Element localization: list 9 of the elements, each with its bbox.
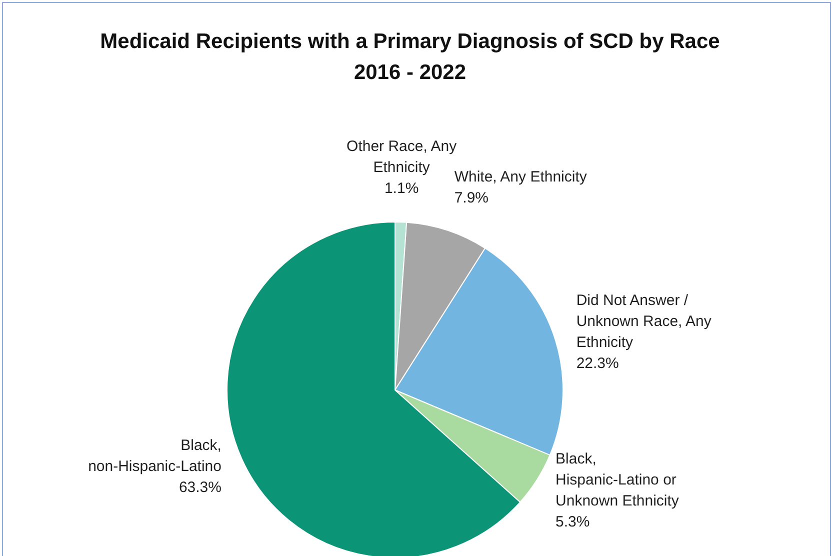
data-label: 22.3% xyxy=(576,355,619,372)
data-label: 5.3% xyxy=(556,514,590,531)
slice-label: Did Not Answer / Unknown Race, Any Ethnicity xyxy=(576,292,712,352)
slice-label: Black, Hispanic-Latino or Unknown Ethnicity xyxy=(556,450,680,510)
data-label: 63.3% xyxy=(178,478,222,496)
data-label: 7.9% xyxy=(454,190,489,207)
chart-title: Medicaid Recipients with a Primary Diagnosis of SCD by Race 2016 - 2022 xyxy=(99,29,721,86)
data-label: 1.1% xyxy=(384,180,419,198)
slice-label: Black, non-Hispanic-Latino xyxy=(88,436,222,475)
